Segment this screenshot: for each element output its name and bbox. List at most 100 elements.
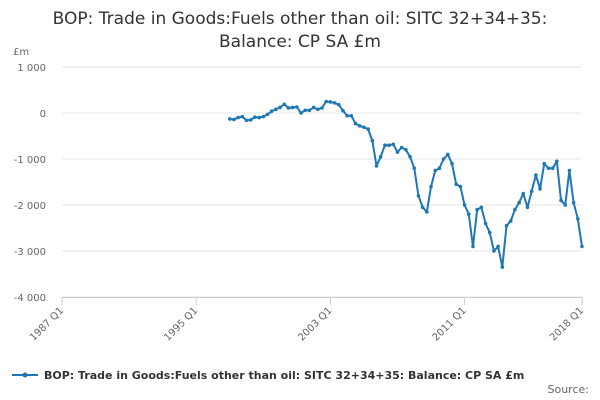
data-point: [529, 189, 534, 193]
data-point: [257, 115, 261, 120]
x-tick-label: 2003 Q1: [296, 305, 334, 343]
data-point: [504, 223, 509, 228]
data-point: [387, 143, 391, 147]
data-point: [248, 118, 253, 122]
y-tick-label: -3 000: [14, 247, 46, 258]
x-tick-label: 2011 Q1: [431, 305, 469, 343]
data-point: [374, 164, 379, 168]
data-point: [479, 205, 484, 210]
data-point: [571, 200, 576, 205]
y-axis-unit-label: £m: [13, 47, 29, 58]
data-point: [299, 111, 303, 115]
data-point: [395, 150, 400, 154]
data-point: [429, 184, 433, 189]
data-point: [286, 106, 291, 110]
data-point: [332, 101, 337, 105]
y-tick-label: -2 000: [14, 201, 46, 212]
data-point: [244, 118, 249, 123]
data-point: [378, 154, 383, 159]
data-point: [399, 145, 404, 150]
data-point: [383, 143, 387, 147]
data-point: [513, 207, 517, 212]
data-point: [345, 113, 349, 118]
data-point: [487, 230, 492, 235]
data-point: [265, 112, 270, 117]
data-point: [316, 107, 320, 112]
data-point: [500, 265, 505, 269]
data-point: [412, 166, 417, 170]
data-point: [236, 115, 240, 120]
data-point: [366, 127, 370, 131]
data-point: [433, 168, 438, 173]
data-point: [404, 148, 408, 152]
data-point: [534, 173, 538, 177]
data-point: [240, 114, 245, 119]
y-tick-label: -1 000: [14, 155, 46, 166]
data-point: [458, 184, 463, 189]
data-point: [253, 115, 257, 119]
data-point: [290, 105, 295, 110]
data-point: [550, 166, 555, 170]
data-point: [307, 108, 312, 113]
data-point: [517, 200, 521, 205]
data-point: [336, 102, 341, 107]
data-point: [420, 205, 425, 210]
data-point: [546, 166, 551, 170]
data-point: [362, 125, 366, 130]
source-label: Source:: [548, 383, 590, 396]
chart-title-line-2: Balance: CP SA £m: [219, 32, 381, 52]
data-point: [324, 99, 328, 104]
data-point: [542, 161, 547, 166]
data-point: [349, 113, 354, 118]
data-point: [295, 105, 299, 109]
data-point: [328, 100, 333, 104]
data-point: [466, 212, 471, 216]
data-point: [450, 161, 454, 166]
series-line: [229, 100, 583, 269]
x-tick-label: 1987 Q1: [28, 305, 66, 343]
data-point: [282, 102, 287, 107]
data-point: [576, 217, 580, 221]
data-point: [538, 187, 542, 191]
data-point: [416, 194, 421, 198]
data-point: [269, 109, 274, 113]
data-point: [454, 182, 458, 187]
data-point: [227, 117, 232, 121]
data-point: [508, 219, 513, 223]
x-axis: 1987 Q1 1995 Q1 2003 Q1 2011 Q1 2018 Q1: [28, 297, 586, 343]
data-point: [303, 108, 308, 113]
x-tick-label: 1995 Q1: [162, 305, 200, 343]
data-point: [232, 117, 236, 122]
data-point: [559, 198, 563, 203]
data-point: [492, 249, 496, 253]
data-point: [496, 244, 500, 249]
legend: BOP: Trade in Goods:Fuels other than oil…: [12, 369, 524, 382]
data-point: [521, 191, 526, 196]
data-point: [580, 244, 584, 249]
y-axis: 1 000 0 -1 000 -2 000 -3 000 -4 000: [14, 63, 46, 304]
grid-lines: [62, 66, 582, 298]
data-point: [462, 203, 467, 207]
y-tick-label: -4 000: [14, 293, 46, 304]
data-point: [370, 138, 375, 143]
series-layer: [227, 99, 584, 269]
y-tick-label: 1 000: [17, 63, 46, 74]
data-point: [353, 121, 358, 126]
data-point: [471, 244, 475, 249]
data-point: [425, 210, 429, 214]
legend-dot-marker: [22, 372, 28, 378]
data-point: [441, 157, 446, 161]
data-point: [483, 221, 488, 226]
data-point: [320, 106, 324, 110]
chart-title: BOP: Trade in Goods:Fuels other than oil…: [0, 8, 600, 54]
data-point: [311, 105, 316, 110]
data-point: [408, 154, 412, 159]
data-point: [563, 203, 568, 207]
y-tick-label: 0: [40, 109, 46, 120]
data-point: [555, 159, 559, 164]
data-point: [274, 107, 278, 112]
data-point: [567, 168, 572, 173]
data-point: [391, 142, 396, 147]
data-point: [357, 124, 362, 128]
